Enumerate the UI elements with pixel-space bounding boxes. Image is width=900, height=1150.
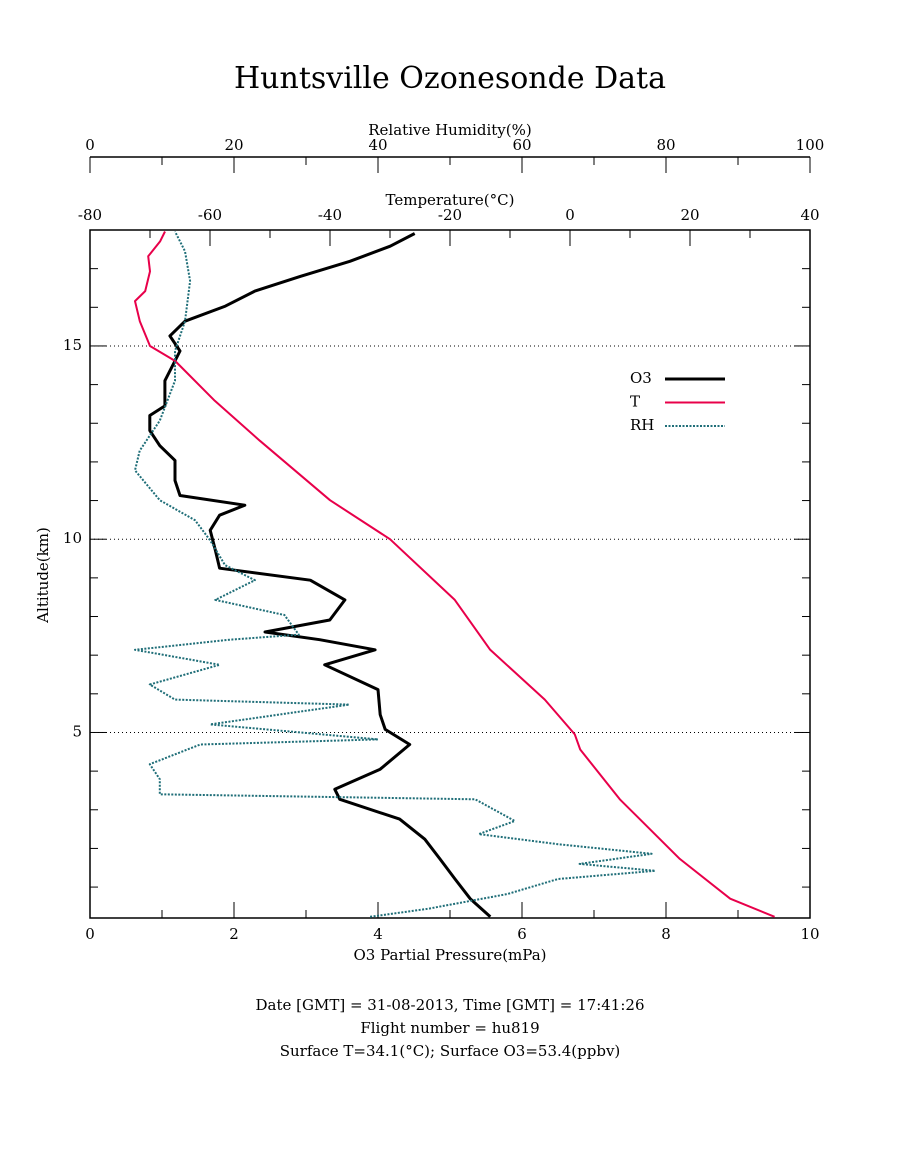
- o3-tick-label: 2: [229, 925, 239, 943]
- chart-title: Huntsville Ozonesonde Data: [234, 61, 666, 96]
- y-tick-label: 5: [72, 722, 82, 740]
- t-tick-label: 0: [565, 206, 575, 224]
- o3-tick-label: 10: [800, 925, 819, 943]
- footer-note: Date [GMT] = 31-08-2013, Time [GMT] = 17…: [255, 996, 644, 1014]
- y-tick-label: 10: [63, 529, 82, 547]
- o3-tick-label: 0: [85, 925, 95, 943]
- footer-note: Surface T=34.1(°C); Surface O3=53.4(ppbv…: [280, 1042, 621, 1060]
- o3-tick-label: 4: [373, 925, 383, 943]
- profile-line: [134, 231, 657, 918]
- y-tick-label: 15: [63, 336, 82, 354]
- t-tick-label: -20: [438, 206, 462, 224]
- t-tick-label: -80: [78, 206, 102, 224]
- rh-axis-label: Relative Humidity(%): [368, 121, 531, 139]
- t-tick-label: 40: [800, 206, 819, 224]
- rh-tick-label: 80: [656, 136, 675, 154]
- y-axis-label: Altitude(km): [34, 527, 52, 624]
- o3-tick-label: 6: [517, 925, 527, 943]
- rh-tick-label: 20: [224, 136, 243, 154]
- legend-label: O3: [630, 369, 652, 387]
- footer-note: Flight number = hu819: [360, 1019, 539, 1037]
- o3-tick-label: 8: [661, 925, 671, 943]
- t-tick-label: -60: [198, 206, 222, 224]
- rh-tick-label: 40: [368, 136, 387, 154]
- profile-line: [134, 231, 775, 918]
- rh-tick-label: 100: [796, 136, 825, 154]
- profile-line: [148, 232, 492, 918]
- rh-tick-label: 60: [512, 136, 531, 154]
- t-tick-label: 20: [680, 206, 699, 224]
- o3-axis-label: O3 Partial Pressure(mPa): [353, 946, 546, 964]
- plot-frame: [89, 229, 811, 919]
- rh-tick-label: 0: [85, 136, 95, 154]
- legend-label: RH: [630, 416, 654, 434]
- t-axis-label: Temperature(°C): [386, 191, 515, 209]
- legend-label: T: [630, 393, 640, 411]
- t-tick-label: -40: [318, 206, 342, 224]
